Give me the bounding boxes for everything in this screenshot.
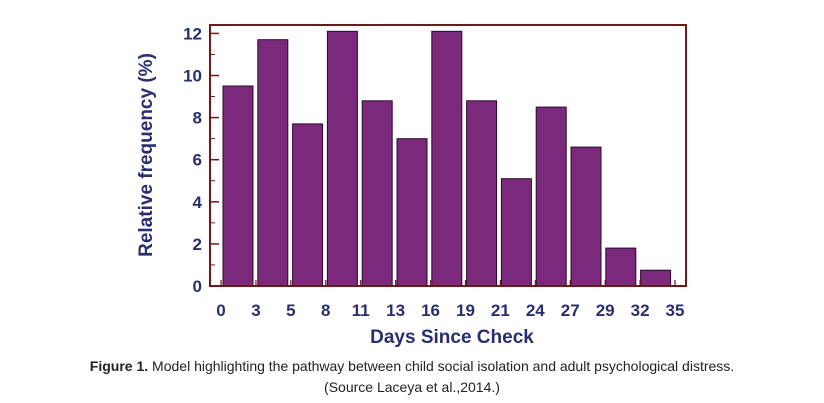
x-tick-label: 29 bbox=[596, 301, 615, 320]
bar bbox=[500, 178, 532, 287]
x-tick-label: 16 bbox=[421, 301, 440, 320]
figure-caption: Figure 1. Model highlighting the pathway… bbox=[0, 358, 824, 374]
x-tick-label: 21 bbox=[491, 301, 510, 320]
x-tick-label: 0 bbox=[216, 301, 225, 320]
bar bbox=[396, 138, 428, 287]
x-tick-label: 35 bbox=[666, 301, 685, 320]
plot-frame bbox=[209, 24, 687, 287]
y-tick-label: 4 bbox=[193, 193, 203, 212]
y-axis: 0 2 4 6 8 10 12 bbox=[183, 24, 219, 296]
bar bbox=[292, 123, 324, 287]
bar bbox=[640, 269, 672, 287]
x-tick-label: 27 bbox=[561, 301, 580, 320]
figure-source: (Source Laceya et al.,2014.) bbox=[324, 379, 500, 395]
bar bbox=[361, 100, 393, 287]
x-tick-label: 8 bbox=[321, 301, 330, 320]
y-tick-label: 10 bbox=[183, 67, 202, 86]
y-axis-title: Relative frequency (%) bbox=[136, 53, 157, 257]
x-tick-label: 24 bbox=[526, 301, 545, 320]
x-tick-label: 19 bbox=[456, 301, 475, 320]
bar bbox=[326, 30, 358, 287]
x-axis-title: Days Since Check bbox=[370, 327, 534, 348]
x-tick-label: 5 bbox=[286, 301, 295, 320]
x-tick-label: 32 bbox=[631, 301, 650, 320]
figure-caption-label: Figure 1. bbox=[89, 358, 149, 374]
y-tick-label: 0 bbox=[193, 277, 202, 296]
y-tick-label: 6 bbox=[193, 151, 202, 170]
x-tick-label: 3 bbox=[251, 301, 260, 320]
x-tick-label: 11 bbox=[352, 301, 370, 320]
bars-group bbox=[222, 30, 672, 287]
y-tick-label: 8 bbox=[193, 109, 202, 128]
bar bbox=[431, 30, 463, 287]
bar bbox=[570, 146, 602, 287]
y-tick-label: 12 bbox=[183, 24, 202, 43]
y-tick-label: 2 bbox=[193, 235, 202, 254]
bar bbox=[222, 85, 254, 287]
bar bbox=[535, 106, 567, 287]
bar bbox=[605, 247, 637, 287]
figure-caption-text: Model highlighting the pathway between c… bbox=[148, 358, 735, 374]
x-tick-label: 13 bbox=[386, 301, 405, 320]
x-axis: 0 3 5 8 11 13 16 19 21 24 27 29 32 35 bbox=[216, 280, 684, 320]
bar bbox=[257, 39, 289, 287]
bar bbox=[466, 100, 498, 287]
